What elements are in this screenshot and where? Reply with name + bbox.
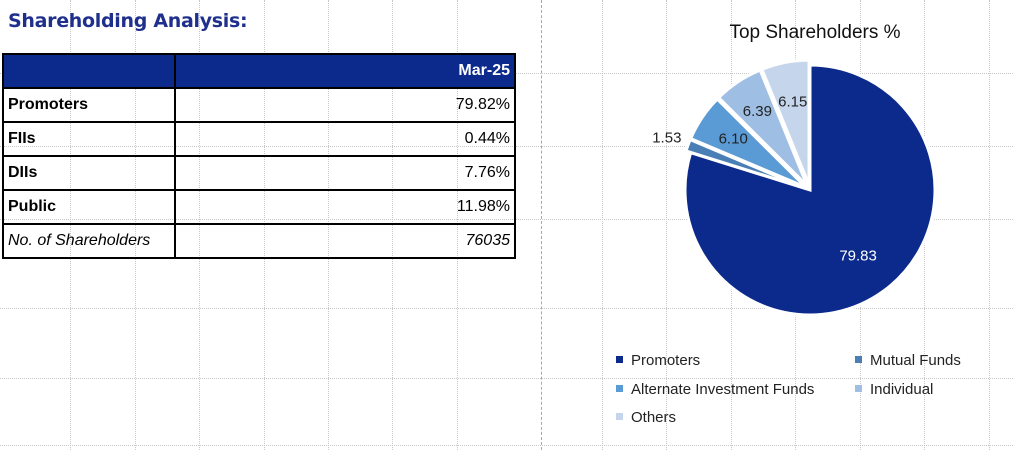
data-label: 6.10 <box>719 130 748 147</box>
legend-swatch <box>855 384 862 392</box>
gridline <box>0 308 1013 309</box>
table-row: DIIs 7.76% <box>2 155 516 191</box>
data-label: 6.15 <box>778 94 807 111</box>
table-row: No. of Shareholders 76035 <box>2 223 516 259</box>
legend-label: Promoters <box>631 352 701 369</box>
gridline <box>0 445 1013 446</box>
shareholding-table: Mar-25 Promoters 79.82% FIIs 0.44% DIIs … <box>2 53 516 259</box>
row-label: DIIs <box>2 155 176 191</box>
row-value: 11.98% <box>174 189 516 225</box>
gridline <box>602 0 603 450</box>
legend-item: Individual <box>855 381 933 398</box>
pie-slice-alternate-investment-funds <box>688 96 807 189</box>
table-header-row: Mar-25 <box>2 53 516 89</box>
legend-label: Individual <box>870 381 934 398</box>
pie-slice-individual <box>716 68 809 187</box>
row-label: FIIs <box>2 121 176 157</box>
row-value: 0.44% <box>174 121 516 157</box>
table-header-cell: Mar-25 <box>174 53 516 89</box>
legend-item: Alternate Investment Funds <box>616 381 814 398</box>
pie-slice-others <box>759 58 811 186</box>
legend-item: Others <box>616 409 676 426</box>
legend-item: Mutual Funds <box>855 352 961 369</box>
legend-label: Alternate Investment Funds <box>631 381 815 398</box>
legend-swatch <box>616 384 623 392</box>
pie-slice-promoters <box>683 63 937 317</box>
legend-swatch <box>855 355 862 363</box>
row-label: Promoters <box>2 87 176 123</box>
data-label: 6.39 <box>743 103 772 120</box>
legend-label: Mutual Funds <box>870 352 961 369</box>
legend-swatch <box>616 412 623 420</box>
row-value: 79.82% <box>174 87 516 123</box>
row-value: 76035 <box>174 223 516 259</box>
data-label: 1.53 <box>652 129 681 146</box>
section-title: Shareholding Analysis: <box>8 10 248 32</box>
gridline <box>989 0 990 450</box>
gridline <box>0 378 1013 379</box>
chart-title: Top Shareholders % <box>729 22 901 43</box>
legend-swatch <box>616 355 623 363</box>
table-row: FIIs 0.44% <box>2 121 516 157</box>
table-header-cell <box>2 53 176 89</box>
table-row: Promoters 79.82% <box>2 87 516 123</box>
gridline <box>666 0 667 450</box>
legend-item: Promoters <box>616 352 700 369</box>
row-value: 7.76% <box>174 155 516 191</box>
legend-label: Others <box>631 409 677 426</box>
page-divider <box>541 0 542 450</box>
row-label: No. of Shareholders <box>2 223 176 259</box>
table-row: Public 11.98% <box>2 189 516 225</box>
data-label: 79.83 <box>839 247 877 264</box>
row-label: Public <box>2 189 176 225</box>
